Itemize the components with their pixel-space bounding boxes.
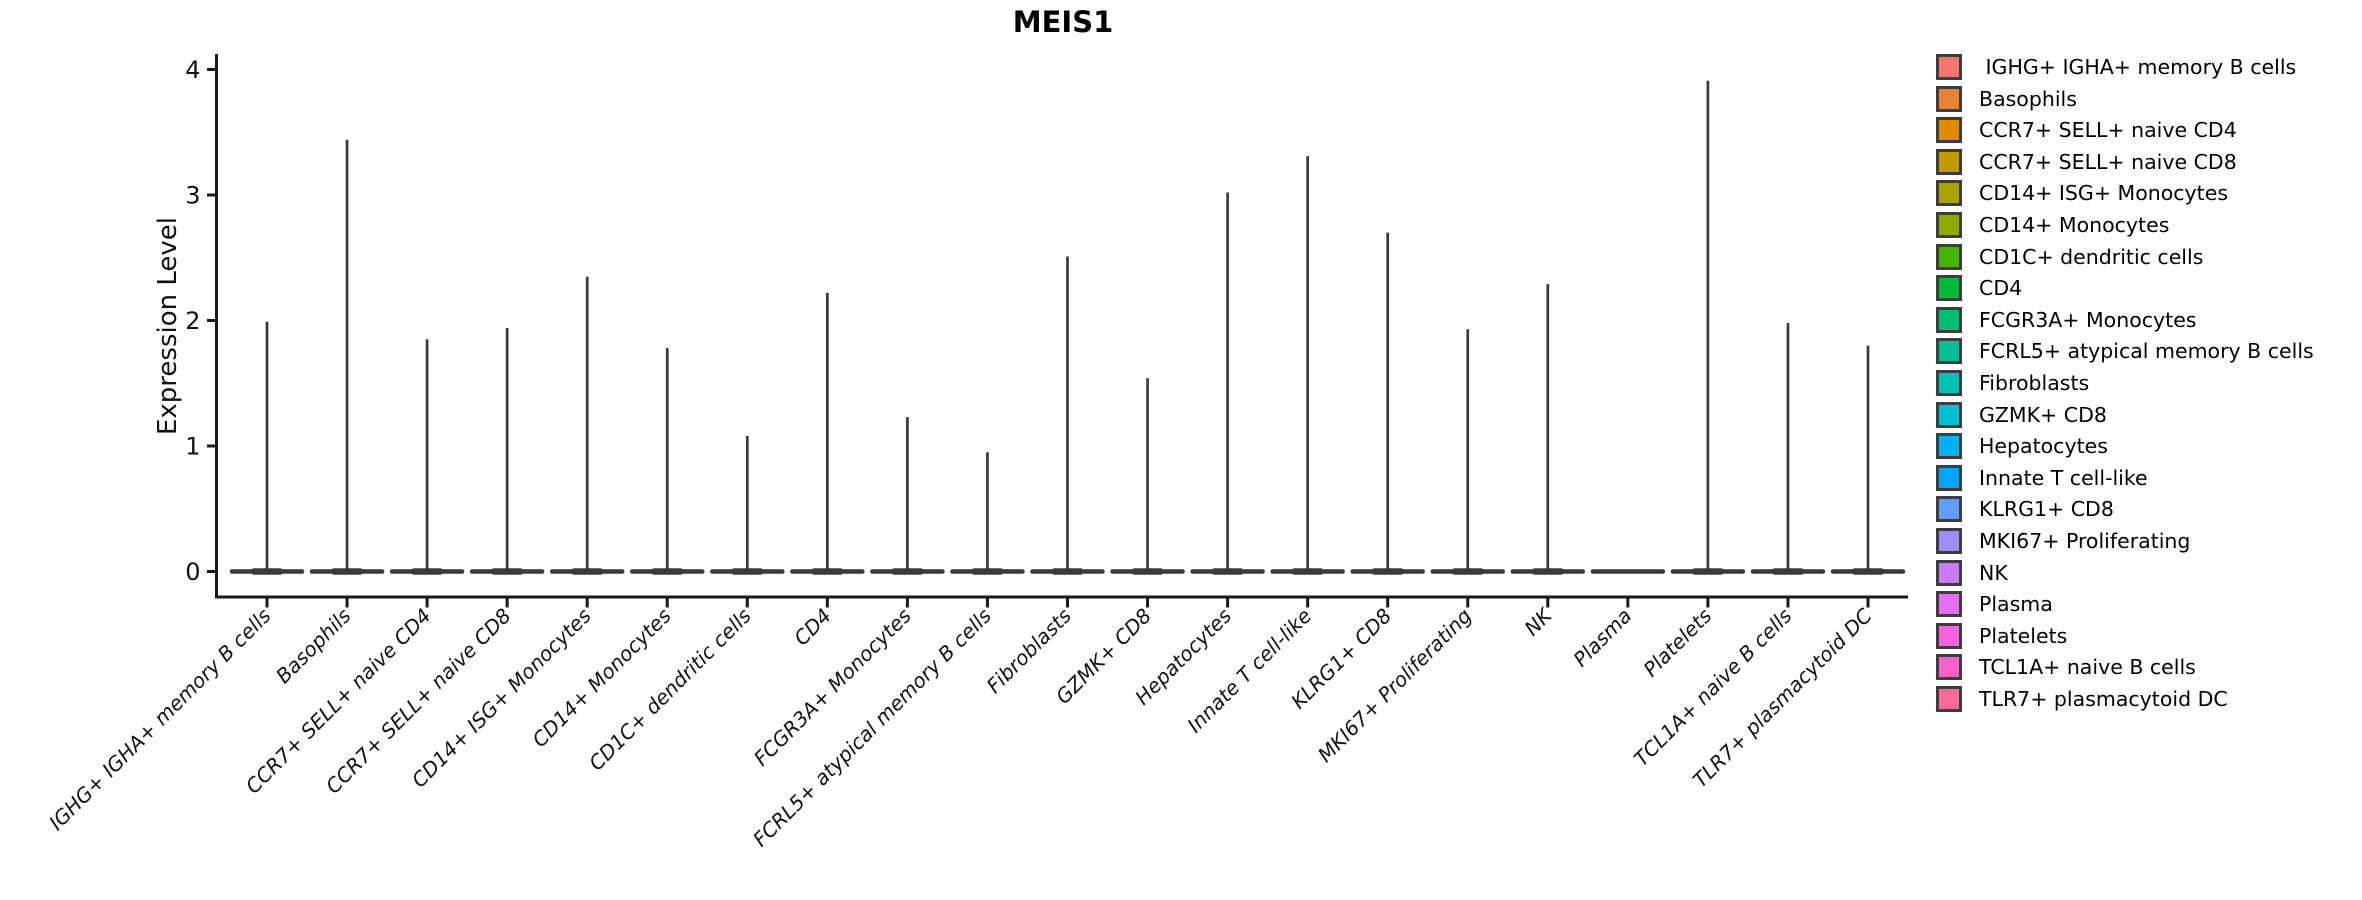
legend-item: Hepatocytes xyxy=(1936,433,2314,460)
legend-item: NK xyxy=(1936,559,2314,586)
legend-swatch xyxy=(1936,401,1962,428)
legend-label: NK xyxy=(1979,560,2008,585)
legend-label: Platelets xyxy=(1979,623,2068,648)
legend-item: TCL1A+ naive B cells xyxy=(1936,654,2314,681)
legend-swatch xyxy=(1936,54,1962,80)
legend-label: Plasma xyxy=(1979,592,2053,617)
legend-label: FCGR3A+ Monocytes xyxy=(1979,307,2197,332)
x-tick-label: Platelets xyxy=(1639,604,1717,682)
y-tick-label: 3 xyxy=(185,181,200,209)
legend-label: CCR7+ SELL+ naive CD4 xyxy=(1979,118,2237,143)
legend-item: CCR7+ SELL+ naive CD4 xyxy=(1936,117,2314,144)
legend-item: GZMK+ CD8 xyxy=(1936,401,2314,428)
legend-swatch xyxy=(1936,622,1962,649)
legend-swatch xyxy=(1936,243,1962,270)
legend-label: CCR7+ SELL+ naive CD8 xyxy=(1979,149,2237,174)
legend-label: Hepatocytes xyxy=(1979,434,2108,459)
legend-swatch xyxy=(1936,275,1962,302)
legend-item: CD14+ ISG+ Monocytes xyxy=(1936,180,2314,207)
legend-swatch xyxy=(1936,591,1962,618)
legend-item: TLR7+ plasmacytoid DC xyxy=(1936,685,2314,712)
legend-item: CCR7+ SELL+ naive CD8 xyxy=(1936,148,2314,175)
legend-label: KLRG1+ CD8 xyxy=(1979,497,2114,522)
x-tick-label: FCGR3A+ Monocytes xyxy=(749,604,916,771)
legend-label: CD14+ Monocytes xyxy=(1979,212,2170,237)
x-tick-label: Plasma xyxy=(1568,604,1636,672)
legend-label: CD4 xyxy=(1979,276,2023,301)
x-tick-label: NK xyxy=(1520,602,1558,640)
legend-item: FCGR3A+ Monocytes xyxy=(1936,306,2314,333)
y-tick-label: 0 xyxy=(185,558,200,586)
legend-label: GZMK+ CD8 xyxy=(1979,402,2107,427)
legend-label: Basophils xyxy=(1979,86,2077,111)
legend-label: MKI67+ Proliferating xyxy=(1979,528,2191,553)
legend-label: IGHG+ IGHA+ memory B cells xyxy=(1979,55,2297,79)
legend-item: CD4 xyxy=(1936,275,2314,302)
legend-label: TLR7+ plasmacytoid DC xyxy=(1979,686,2228,711)
legend-swatch xyxy=(1936,148,1962,175)
legend-label: CD1C+ dendritic cells xyxy=(1979,244,2204,269)
legend-item: CD1C+ dendritic cells xyxy=(1936,243,2314,270)
legend-swatch xyxy=(1936,685,1962,712)
legend-swatch xyxy=(1936,306,1962,333)
legend-swatch xyxy=(1936,654,1962,681)
legend-label: Innate T cell-like xyxy=(1979,465,2148,490)
legend-swatch xyxy=(1936,433,1962,460)
legend-item: KLRG1+ CD8 xyxy=(1936,496,2314,523)
legend-swatch xyxy=(1936,117,1962,144)
legend-swatch xyxy=(1936,464,1962,491)
legend: IGHG+ IGHA+ memory B cells Basophils CCR7+… xyxy=(1936,54,2314,712)
legend-swatch xyxy=(1936,338,1962,365)
legend-swatch xyxy=(1936,496,1962,523)
legend-item: MKI67+ Proliferating xyxy=(1936,527,2314,554)
legend-label: Fibroblasts xyxy=(1979,370,2090,395)
legend-swatch xyxy=(1936,85,1962,112)
legend-item: Fibroblasts xyxy=(1936,369,2314,396)
legend-swatch xyxy=(1936,527,1962,554)
x-tick-label: MKI67+ Proliferating xyxy=(1313,604,1476,767)
legend-item: Innate T cell-like xyxy=(1936,464,2314,491)
y-tick-label: 4 xyxy=(185,56,200,84)
legend-swatch xyxy=(1936,180,1962,207)
x-tick-label: CD14+ Monocytes xyxy=(527,604,675,752)
legend-label: CD14+ ISG+ Monocytes xyxy=(1979,181,2229,206)
y-tick-label: 2 xyxy=(185,307,200,335)
legend-swatch xyxy=(1936,211,1962,238)
legend-swatch xyxy=(1936,559,1962,586)
legend-item: IGHG+ IGHA+ memory B cells xyxy=(1936,54,2314,80)
plot-title: MEIS1 xyxy=(1012,5,1114,39)
y-tick-label: 1 xyxy=(185,432,200,460)
legend-item: Plasma xyxy=(1936,591,2314,618)
legend-swatch xyxy=(1936,369,1962,396)
legend-item: Platelets xyxy=(1936,622,2314,649)
legend-item: Basophils xyxy=(1936,85,2314,112)
legend-item: FCRL5+ atypical memory B cells xyxy=(1936,338,2314,365)
legend-label: FCRL5+ atypical memory B cells xyxy=(1979,339,2314,364)
legend-label: TCL1A+ naive B cells xyxy=(1979,655,2196,680)
x-tick-label: IGHG+ IGHA+ memory B cells xyxy=(44,604,275,835)
x-tick-label: CD1C+ dendritic cells xyxy=(584,604,756,776)
x-tick-label: TCL1A+ naive B cells xyxy=(1629,604,1796,771)
x-tick-label: Basophils xyxy=(271,604,356,689)
legend-item: CD14+ Monocytes xyxy=(1936,211,2314,238)
x-tick-label: CD4 xyxy=(789,604,836,651)
